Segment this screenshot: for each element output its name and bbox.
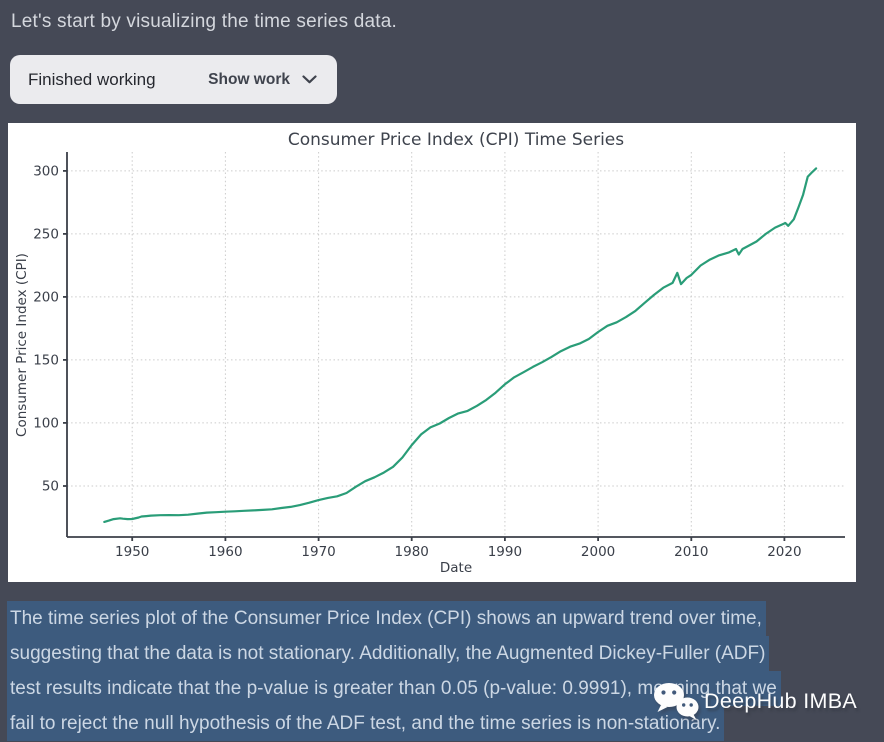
x-axis-label: Date [440, 560, 472, 576]
y-axis-label: Consumer Price Index (CPI) [14, 253, 30, 437]
finished-working-panel[interactable]: Finished working Show work [10, 55, 337, 104]
x-tick-label: 2020 [767, 544, 801, 560]
work-status-label: Finished working [28, 69, 156, 89]
selected-text: The time series plot of the Consumer Pri… [7, 601, 766, 636]
selected-text: test results indicate that the p-value i… [7, 671, 781, 706]
cpi-series-line [103, 167, 818, 523]
x-tick-label: 1980 [395, 544, 429, 560]
x-tick-label: 1960 [208, 544, 242, 560]
x-tick-label: 2000 [581, 544, 615, 560]
analysis-line: The time series plot of the Consumer Pri… [7, 601, 870, 636]
analysis-paragraph: The time series plot of the Consumer Pri… [7, 601, 870, 741]
selected-text: fail to reject the null hypothesis of th… [7, 706, 725, 741]
analysis-line: fail to reject the null hypothesis of th… [7, 706, 870, 741]
chart-title: Consumer Price Index (CPI) Time Series [288, 130, 624, 150]
y-tick-label: 50 [42, 479, 59, 495]
analysis-line: test results indicate that the p-value i… [7, 671, 870, 706]
assistant-message: Let's start by visualizing the time seri… [11, 11, 398, 32]
y-tick-label: 150 [33, 353, 59, 369]
y-tick-label: 100 [33, 416, 59, 432]
show-work-toggle[interactable]: Show work [208, 71, 317, 89]
x-tick-label: 1990 [488, 544, 522, 560]
cpi-line-chart: 50 100 150 200 250 300 1950 1960 1970 1980 1990 200… [14, 130, 845, 576]
analysis-line: suggesting that the data is not stationa… [7, 636, 870, 671]
y-tick-label: 200 [33, 290, 59, 306]
chart-image[interactable]: 50 100 150 200 250 300 1950 1960 1970 1980 1990 200… [8, 123, 856, 582]
chevron-down-icon [302, 75, 317, 84]
selected-text: suggesting that the data is not stationa… [7, 636, 770, 671]
show-work-label: Show work [208, 70, 290, 88]
y-tick-label: 250 [33, 227, 59, 243]
y-tick-label: 300 [33, 164, 59, 180]
x-tick-label: 2010 [674, 544, 708, 560]
x-tick-label: 1950 [115, 544, 149, 560]
x-tick-label: 1970 [301, 544, 335, 560]
